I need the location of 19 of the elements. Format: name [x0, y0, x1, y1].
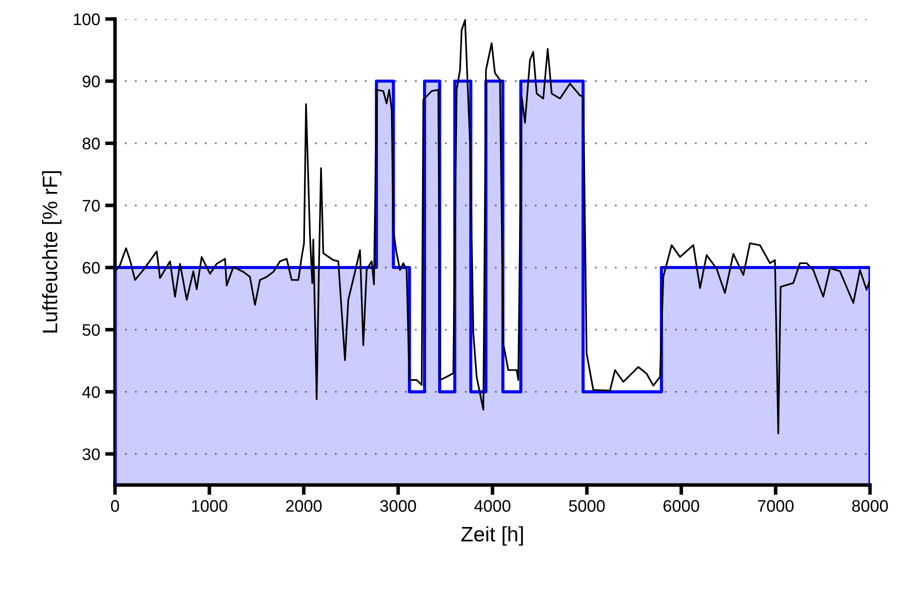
y-axis-title: Luftfeuchte [% rF] [42, 171, 62, 332]
y-tick-label: 30 [82, 448, 100, 460]
x-tick-label: 6000 [664, 500, 700, 512]
y-tick-label: 90 [82, 76, 100, 88]
x-tick-label: 2000 [286, 500, 322, 512]
y-tick-label: 40 [82, 386, 100, 398]
y-tick-label: 60 [82, 262, 100, 274]
x-tick-label: 5000 [569, 500, 605, 512]
x-tick-label: 0 [111, 500, 119, 512]
y-tick-label: 70 [82, 200, 100, 212]
y-tick-label: 80 [82, 138, 100, 150]
y-tick-label: 50 [82, 324, 100, 336]
x-tick-label: 8000 [852, 500, 888, 512]
x-tick-label: 4000 [474, 500, 510, 512]
x-tick-label: 7000 [758, 500, 794, 512]
y-tick-label: 100 [74, 13, 100, 26]
x-tick-label: 3000 [380, 500, 416, 512]
x-tick-label: 1000 [192, 500, 228, 512]
x-axis-title: Zeit [h] [461, 526, 523, 546]
